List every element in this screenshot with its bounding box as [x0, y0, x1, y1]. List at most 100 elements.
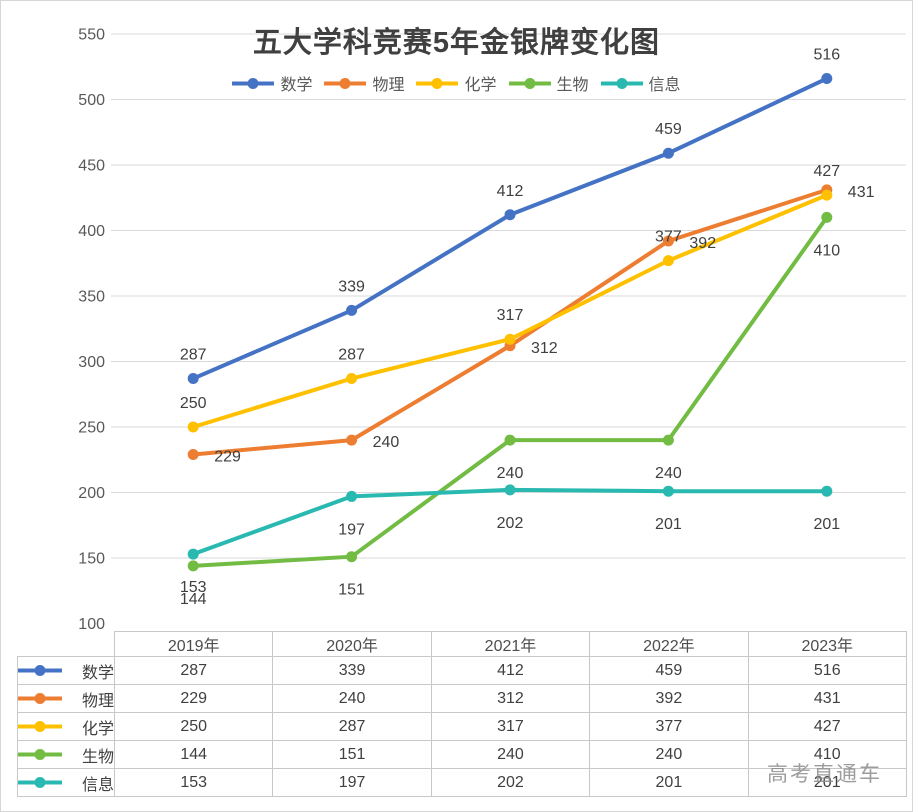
y-axis-tick-label: 250	[78, 420, 105, 437]
data-label-biology: 240	[655, 465, 682, 482]
data-point-informatics	[662, 485, 674, 497]
y-axis-tick-label: 450	[78, 158, 105, 175]
table-row-physics: 物理 229 240 312 392 431	[17, 684, 907, 713]
legend-item-physics: 物理	[324, 71, 404, 95]
table-value-cell: 392	[589, 684, 749, 713]
y-axis-tick-label: 350	[78, 289, 105, 306]
series-line-math	[191, 76, 829, 381]
legend-marker-icon	[18, 721, 62, 732]
series-name-label: 信息	[81, 776, 114, 794]
table-value-cell: 229	[113, 684, 274, 713]
data-label-math: 516	[813, 47, 840, 64]
data-label-biology: 144	[180, 591, 207, 608]
data-label-chemistry: 377	[655, 229, 682, 246]
data-point-chemistry	[504, 333, 516, 345]
data-point-math	[821, 73, 833, 85]
chart-legend: 数学 物理 化学 生物 信息	[1, 71, 912, 95]
table-value-cell: 151	[272, 740, 432, 769]
table-row-informatics: 信息 153 197 202 201 201	[17, 768, 907, 797]
table-row-biology: 生物 144 151 240 240 410	[17, 740, 907, 769]
data-point-chemistry	[187, 421, 199, 433]
legend-item-label: 化学	[464, 77, 497, 94]
table-header-cell: 2020年	[272, 631, 432, 657]
legend-marker-icon	[18, 749, 62, 760]
table-value-cell: 516	[747, 656, 907, 685]
data-point-math	[187, 373, 199, 385]
data-label-math: 412	[497, 183, 524, 200]
table-value-cell: 287	[272, 712, 432, 741]
y-axis-tick-label: 150	[78, 551, 105, 568]
table-value-cell: 240	[272, 684, 432, 713]
y-axis-tick-label: 500	[78, 92, 105, 109]
data-label-biology: 410	[813, 242, 840, 259]
data-label-informatics: 153	[180, 579, 207, 596]
data-point-biology	[821, 211, 833, 223]
y-axis-tick-label: 400	[78, 223, 105, 240]
data-point-math	[504, 209, 516, 221]
legend-marker-icon	[18, 777, 62, 788]
table-row-label: 生物	[17, 740, 115, 769]
table-value-cell: 427	[747, 712, 907, 741]
table-value-cell: 153	[113, 768, 274, 797]
table-row-label: 化学	[17, 712, 115, 741]
table-value-cell: 240	[430, 740, 591, 769]
data-point-physics	[662, 235, 674, 247]
table-value-cell: 431	[747, 684, 907, 713]
legend-item-label: 数学	[280, 77, 313, 94]
watermark: 高考直通车	[767, 763, 882, 786]
y-axis-tick-label: 550	[78, 27, 105, 44]
data-label-biology: 240	[497, 465, 524, 482]
table-row-chemistry: 化学 250 287 317 377 427	[17, 712, 907, 741]
table-row-math: 数学 287 339 412 459 516	[17, 656, 907, 685]
table-value-cell: 410	[747, 740, 907, 769]
data-label-informatics: 202	[497, 515, 524, 532]
table-value-cell: 202	[430, 768, 591, 797]
data-point-chemistry	[662, 255, 674, 267]
legend-item-math: 数学	[232, 71, 312, 95]
legend-item-informatics: 信息	[600, 71, 681, 95]
data-label-biology: 151	[338, 582, 365, 599]
data-label-physics: 240	[373, 434, 400, 451]
legend-item-biology: 生物	[508, 71, 589, 95]
table-row-label: 数学	[17, 656, 115, 685]
data-label-chemistry: 250	[180, 395, 207, 412]
table-value-cell: 201	[747, 768, 907, 797]
data-point-math	[662, 147, 674, 159]
data-point-physics	[346, 434, 358, 446]
data-point-chemistry	[821, 189, 833, 201]
legend-marker-icon	[508, 77, 551, 89]
table-value-cell: 459	[589, 656, 749, 685]
legend-marker-icon	[18, 693, 62, 704]
data-label-physics: 392	[689, 235, 716, 252]
series-name-label: 生物	[81, 748, 114, 766]
legend-item-label: 信息	[648, 77, 681, 94]
line-chart-plot: 100 150 200 250 300 350 400 450 500 550 287 339 412 4…	[78, 27, 906, 631]
table-header-cell: 2022年	[589, 631, 749, 657]
legend-item-chemistry: 化学	[416, 71, 497, 95]
data-point-math	[346, 304, 358, 316]
data-point-informatics	[504, 484, 516, 496]
legend-marker-icon	[232, 77, 275, 89]
data-label-math: 339	[338, 278, 365, 295]
legend-marker-icon	[600, 77, 643, 89]
table-value-cell: 287	[113, 656, 274, 685]
legend-marker-icon	[18, 665, 62, 676]
data-point-biology	[187, 560, 199, 572]
data-label-math: 459	[655, 121, 682, 138]
data-label-chemistry: 427	[813, 163, 840, 180]
data-label-chemistry: 317	[497, 307, 524, 324]
table-value-cell: 144	[113, 740, 274, 769]
table-value-cell: 412	[430, 656, 591, 685]
data-label-physics: 431	[848, 184, 875, 201]
legend-marker-icon	[416, 77, 459, 89]
table-header-cell: 2023年	[747, 631, 907, 657]
data-point-biology	[504, 434, 516, 446]
series-line-biology	[191, 215, 829, 568]
data-label-informatics: 201	[813, 516, 840, 533]
series-name-label: 化学	[81, 720, 114, 738]
table-header-cell: 2019年	[113, 631, 274, 657]
data-point-biology	[662, 434, 674, 446]
series-name-label: 数学	[81, 664, 114, 682]
series-name-label: 物理	[81, 692, 114, 710]
table-value-cell: 317	[430, 712, 591, 741]
